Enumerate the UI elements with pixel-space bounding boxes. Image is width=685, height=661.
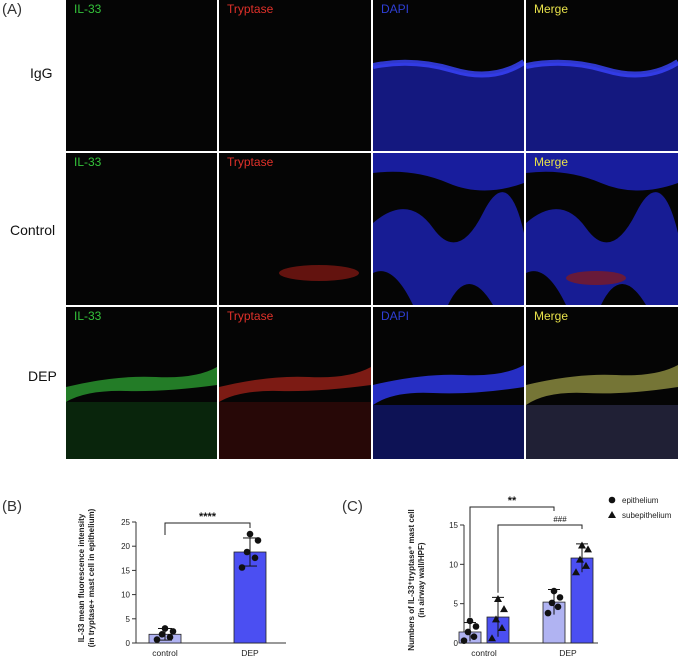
y-tick-label: 0 <box>126 639 131 648</box>
signal-pattern <box>219 367 371 459</box>
micrograph-igg-tryptase: Tryptase <box>219 0 371 151</box>
chart-c: Numbers of IL-33⁺tryptase⁺ mast cell(in … <box>407 495 672 658</box>
micrograph-dep-dapi: DAPI <box>373 307 524 459</box>
significance-bracket <box>469 506 555 618</box>
y-tick-label: 5 <box>126 615 131 624</box>
channel-label: Merge <box>534 2 569 16</box>
signal-pattern <box>66 367 217 459</box>
data-point <box>246 530 254 538</box>
nuclei-pattern <box>526 59 678 151</box>
significance-label: ### <box>553 515 567 524</box>
significance-label: **** <box>199 511 217 523</box>
y-tick-label: 5 <box>454 600 459 609</box>
channel-label: IL-33 <box>74 155 102 169</box>
y-tick-label: 0 <box>454 639 459 648</box>
legend-label: epithelium <box>622 496 659 505</box>
y-axis-label: Numbers of IL-33⁺tryptase⁺ mast cell(in … <box>407 509 426 650</box>
data-point <box>492 615 500 623</box>
channel-label: Merge <box>534 155 569 169</box>
data-point <box>494 594 502 602</box>
y-axis-label: IL-33 mean fluorescence intensity(in try… <box>77 508 96 647</box>
data-point <box>556 594 564 601</box>
data-point <box>460 637 468 644</box>
nuclei-pattern <box>373 59 524 151</box>
micrograph-dep-tryptase: Tryptase <box>219 307 371 459</box>
micrograph-control-dapi <box>373 153 524 305</box>
y-tick-label: 25 <box>121 518 130 527</box>
nuclei-pattern <box>526 153 678 305</box>
micrograph-dep-il33: IL-33 <box>66 307 217 459</box>
data-point <box>550 587 558 595</box>
significance-label: ** <box>508 495 517 507</box>
signal-pattern <box>526 365 678 459</box>
data-point <box>464 628 472 636</box>
data-point <box>243 548 251 556</box>
data-point <box>500 605 508 613</box>
chart-b: IL-33 mean fluorescence intensity(in try… <box>77 508 286 658</box>
panel-a-letter: (A) <box>2 1 22 18</box>
micrograph-control-merge: Merge <box>526 153 678 305</box>
data-point <box>578 541 586 549</box>
significance-bracket <box>164 522 251 535</box>
data-point <box>498 624 506 632</box>
data-point <box>153 636 161 643</box>
x-tick-label: DEP <box>241 648 259 658</box>
data-point <box>572 568 580 576</box>
channel-label: DAPI <box>381 309 410 323</box>
data-point <box>238 564 246 571</box>
micrograph-igg-dapi: DAPI <box>373 0 524 151</box>
data-point <box>166 633 174 641</box>
data-point <box>158 630 166 638</box>
data-point <box>466 617 474 625</box>
channel-label: Tryptase <box>227 309 274 323</box>
channel-label: IL-33 <box>74 2 102 16</box>
row-label-control: Control <box>10 222 56 238</box>
micrograph-igg-il33: IL-33 <box>66 0 217 151</box>
data-point <box>470 633 478 641</box>
panel-c-letter: (C) <box>342 498 363 515</box>
data-point <box>554 603 562 611</box>
data-point <box>251 554 259 562</box>
y-tick-label: 10 <box>449 560 458 569</box>
legend-marker-epithelium <box>608 496 616 504</box>
data-point <box>544 609 552 617</box>
legend-marker-subepithelium <box>608 511 616 518</box>
channel-label: Tryptase <box>227 2 274 16</box>
data-point <box>161 625 169 632</box>
channel-label: Tryptase <box>227 155 274 169</box>
channel-label: DAPI <box>381 2 410 16</box>
data-point <box>576 555 584 563</box>
row-label-igg: IgG <box>30 65 53 81</box>
y-tick-label: 20 <box>121 542 130 551</box>
micrograph-dep-merge: Merge <box>526 307 678 459</box>
data-point <box>254 537 262 544</box>
channel-label: Merge <box>534 309 569 323</box>
data-point <box>472 623 480 630</box>
nuclei-pattern <box>373 365 524 459</box>
y-tick-label: 15 <box>449 521 458 530</box>
x-tick-label: control <box>152 648 178 658</box>
data-point <box>584 545 592 553</box>
nuclei-pattern <box>373 153 524 305</box>
micrograph-control-il33: IL-33 <box>66 153 217 305</box>
x-tick-label: DEP <box>559 648 577 658</box>
signal-pattern <box>279 265 359 281</box>
panel-b-letter: (B) <box>2 498 22 515</box>
data-point <box>548 599 556 607</box>
x-tick-label: control <box>471 648 497 658</box>
data-point <box>582 561 590 569</box>
micrograph-control-tryptase: Tryptase <box>219 153 371 305</box>
y-tick-label: 10 <box>121 591 130 600</box>
micrograph-igg-merge: Merge <box>526 0 678 151</box>
legend-label: subepithelium <box>622 511 672 520</box>
y-tick-label: 15 <box>121 566 130 575</box>
row-label-dep: DEP <box>28 368 57 384</box>
data-point <box>488 634 496 642</box>
significance-bracket <box>497 524 583 593</box>
data-point <box>169 628 177 635</box>
channel-label: IL-33 <box>74 309 102 323</box>
